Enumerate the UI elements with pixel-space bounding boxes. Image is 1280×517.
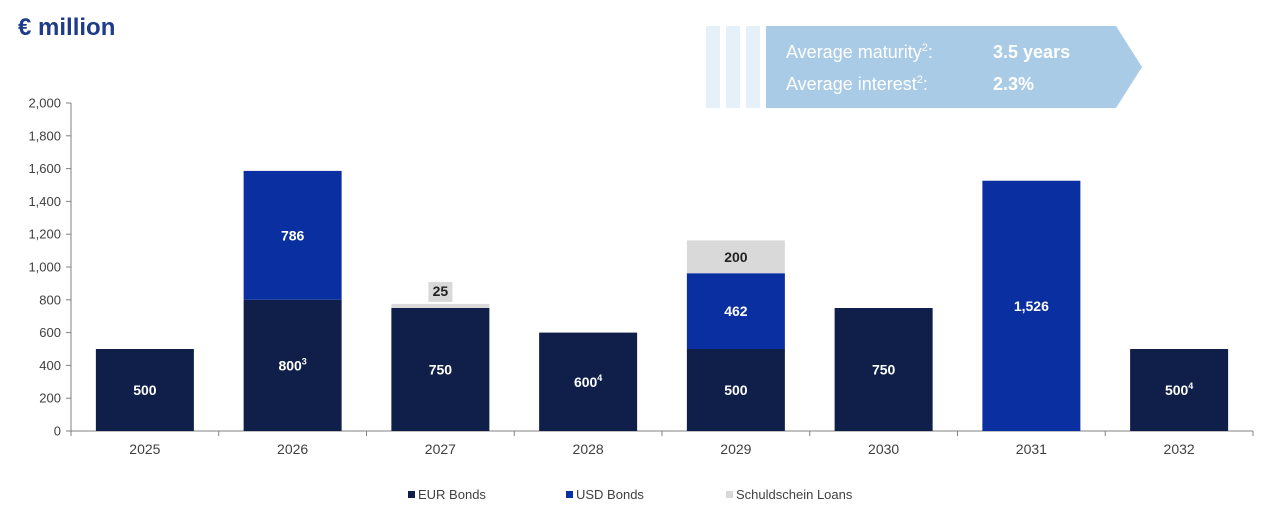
bar-eur-bonds bbox=[539, 332, 638, 431]
callout-row-interest: Average interest2: 2.3% bbox=[786, 74, 1034, 95]
x-tick-label: 2025 bbox=[129, 441, 160, 457]
bar-schuldschein-loans bbox=[686, 240, 785, 274]
data-label: 750 bbox=[872, 362, 896, 378]
bar-eur-bonds bbox=[391, 308, 490, 431]
footnote-marker: 4 bbox=[597, 373, 602, 383]
bar-eur-bonds bbox=[1130, 349, 1229, 431]
legend-swatch bbox=[726, 491, 733, 498]
bar-eur-bonds bbox=[243, 299, 342, 431]
bar-usd-bonds bbox=[686, 273, 785, 349]
y-tick-label: 1,400 bbox=[28, 194, 61, 209]
footnote-marker: 2 bbox=[921, 42, 928, 54]
page-title: € million bbox=[18, 14, 116, 41]
data-label: 6004 bbox=[574, 373, 602, 390]
legend-swatch bbox=[408, 491, 415, 498]
legend-label: EUR Bonds bbox=[418, 487, 486, 502]
data-label: 1,526 bbox=[1014, 298, 1049, 314]
bar-eur-bonds bbox=[95, 349, 194, 431]
x-tick-label: 2028 bbox=[573, 441, 604, 457]
footnote-marker: 2 bbox=[916, 74, 923, 86]
callout-label: Average maturity bbox=[786, 42, 922, 62]
y-tick-label: 200 bbox=[39, 391, 61, 406]
data-label: 500 bbox=[133, 382, 157, 398]
data-label: 500 bbox=[724, 382, 748, 398]
y-tick-label: 1,000 bbox=[28, 260, 61, 275]
y-tick-label: 0 bbox=[54, 424, 61, 439]
callout-value: 2.3% bbox=[993, 74, 1035, 94]
x-tick-label: 2032 bbox=[1164, 441, 1195, 457]
legend-swatch bbox=[566, 491, 573, 498]
y-tick-label: 400 bbox=[39, 358, 61, 373]
callout-colon: : bbox=[927, 42, 933, 62]
legend-item-eur: EUR Bonds bbox=[408, 487, 486, 502]
callout-label: Average interest bbox=[786, 74, 917, 94]
legend-item-usd: USD Bonds bbox=[566, 487, 644, 502]
footnote-marker: 4 bbox=[1188, 381, 1193, 391]
y-tick-label: 800 bbox=[39, 292, 61, 307]
bar-eur-bonds bbox=[686, 349, 785, 431]
x-tick-label: 2029 bbox=[720, 441, 751, 457]
data-label: 5004 bbox=[1165, 381, 1193, 398]
callout-colon: : bbox=[922, 74, 928, 94]
y-tick-label: 600 bbox=[39, 325, 61, 340]
bar-usd-bonds bbox=[982, 180, 1081, 431]
legend-item-schuldschein: Schuldschein Loans bbox=[726, 487, 852, 502]
summary-callout: Average maturity2: 3.5 years Average int… bbox=[706, 26, 1142, 110]
callout-value: 3.5 years bbox=[993, 42, 1071, 62]
bar-schuldschein-loans bbox=[391, 303, 490, 308]
x-tick-label: 2026 bbox=[277, 441, 308, 457]
y-tick-label: 2,000 bbox=[28, 96, 61, 111]
callout-row-maturity: Average maturity2: 3.5 years bbox=[786, 42, 1070, 63]
bar-usd-bonds bbox=[243, 170, 342, 300]
x-tick-label: 2031 bbox=[1016, 441, 1047, 457]
maturity-chart: 0 200 400 600 800 1,000 1,200 1,400 1,600 1,800 2,… bbox=[28, 96, 1254, 457]
legend-label: Schuldschein Loans bbox=[736, 487, 853, 502]
footnote-marker: 3 bbox=[302, 356, 307, 366]
data-label-bg bbox=[428, 281, 453, 302]
data-label: 786 bbox=[281, 227, 305, 243]
y-tick-label: 1,800 bbox=[28, 128, 61, 143]
x-tick-label: 2027 bbox=[425, 441, 456, 457]
data-label: 25 bbox=[433, 283, 449, 299]
y-tick-label: 1,200 bbox=[28, 227, 61, 242]
x-tick-label: 2030 bbox=[868, 441, 899, 457]
bar-eur-bonds bbox=[834, 308, 933, 431]
y-tick-label: 1,600 bbox=[28, 161, 61, 176]
data-label: 8003 bbox=[278, 356, 306, 373]
callout-arrow-box: Average maturity2: 3.5 years Average int… bbox=[766, 26, 1142, 108]
callout-stripe bbox=[706, 26, 720, 108]
callout-stripe bbox=[726, 26, 740, 108]
data-label: 750 bbox=[429, 362, 453, 378]
callout-stripe bbox=[746, 26, 760, 108]
data-label: 462 bbox=[724, 303, 748, 319]
legend-label: USD Bonds bbox=[576, 487, 644, 502]
data-label: 200 bbox=[724, 249, 748, 265]
callout-arrow-shape bbox=[766, 26, 1142, 108]
